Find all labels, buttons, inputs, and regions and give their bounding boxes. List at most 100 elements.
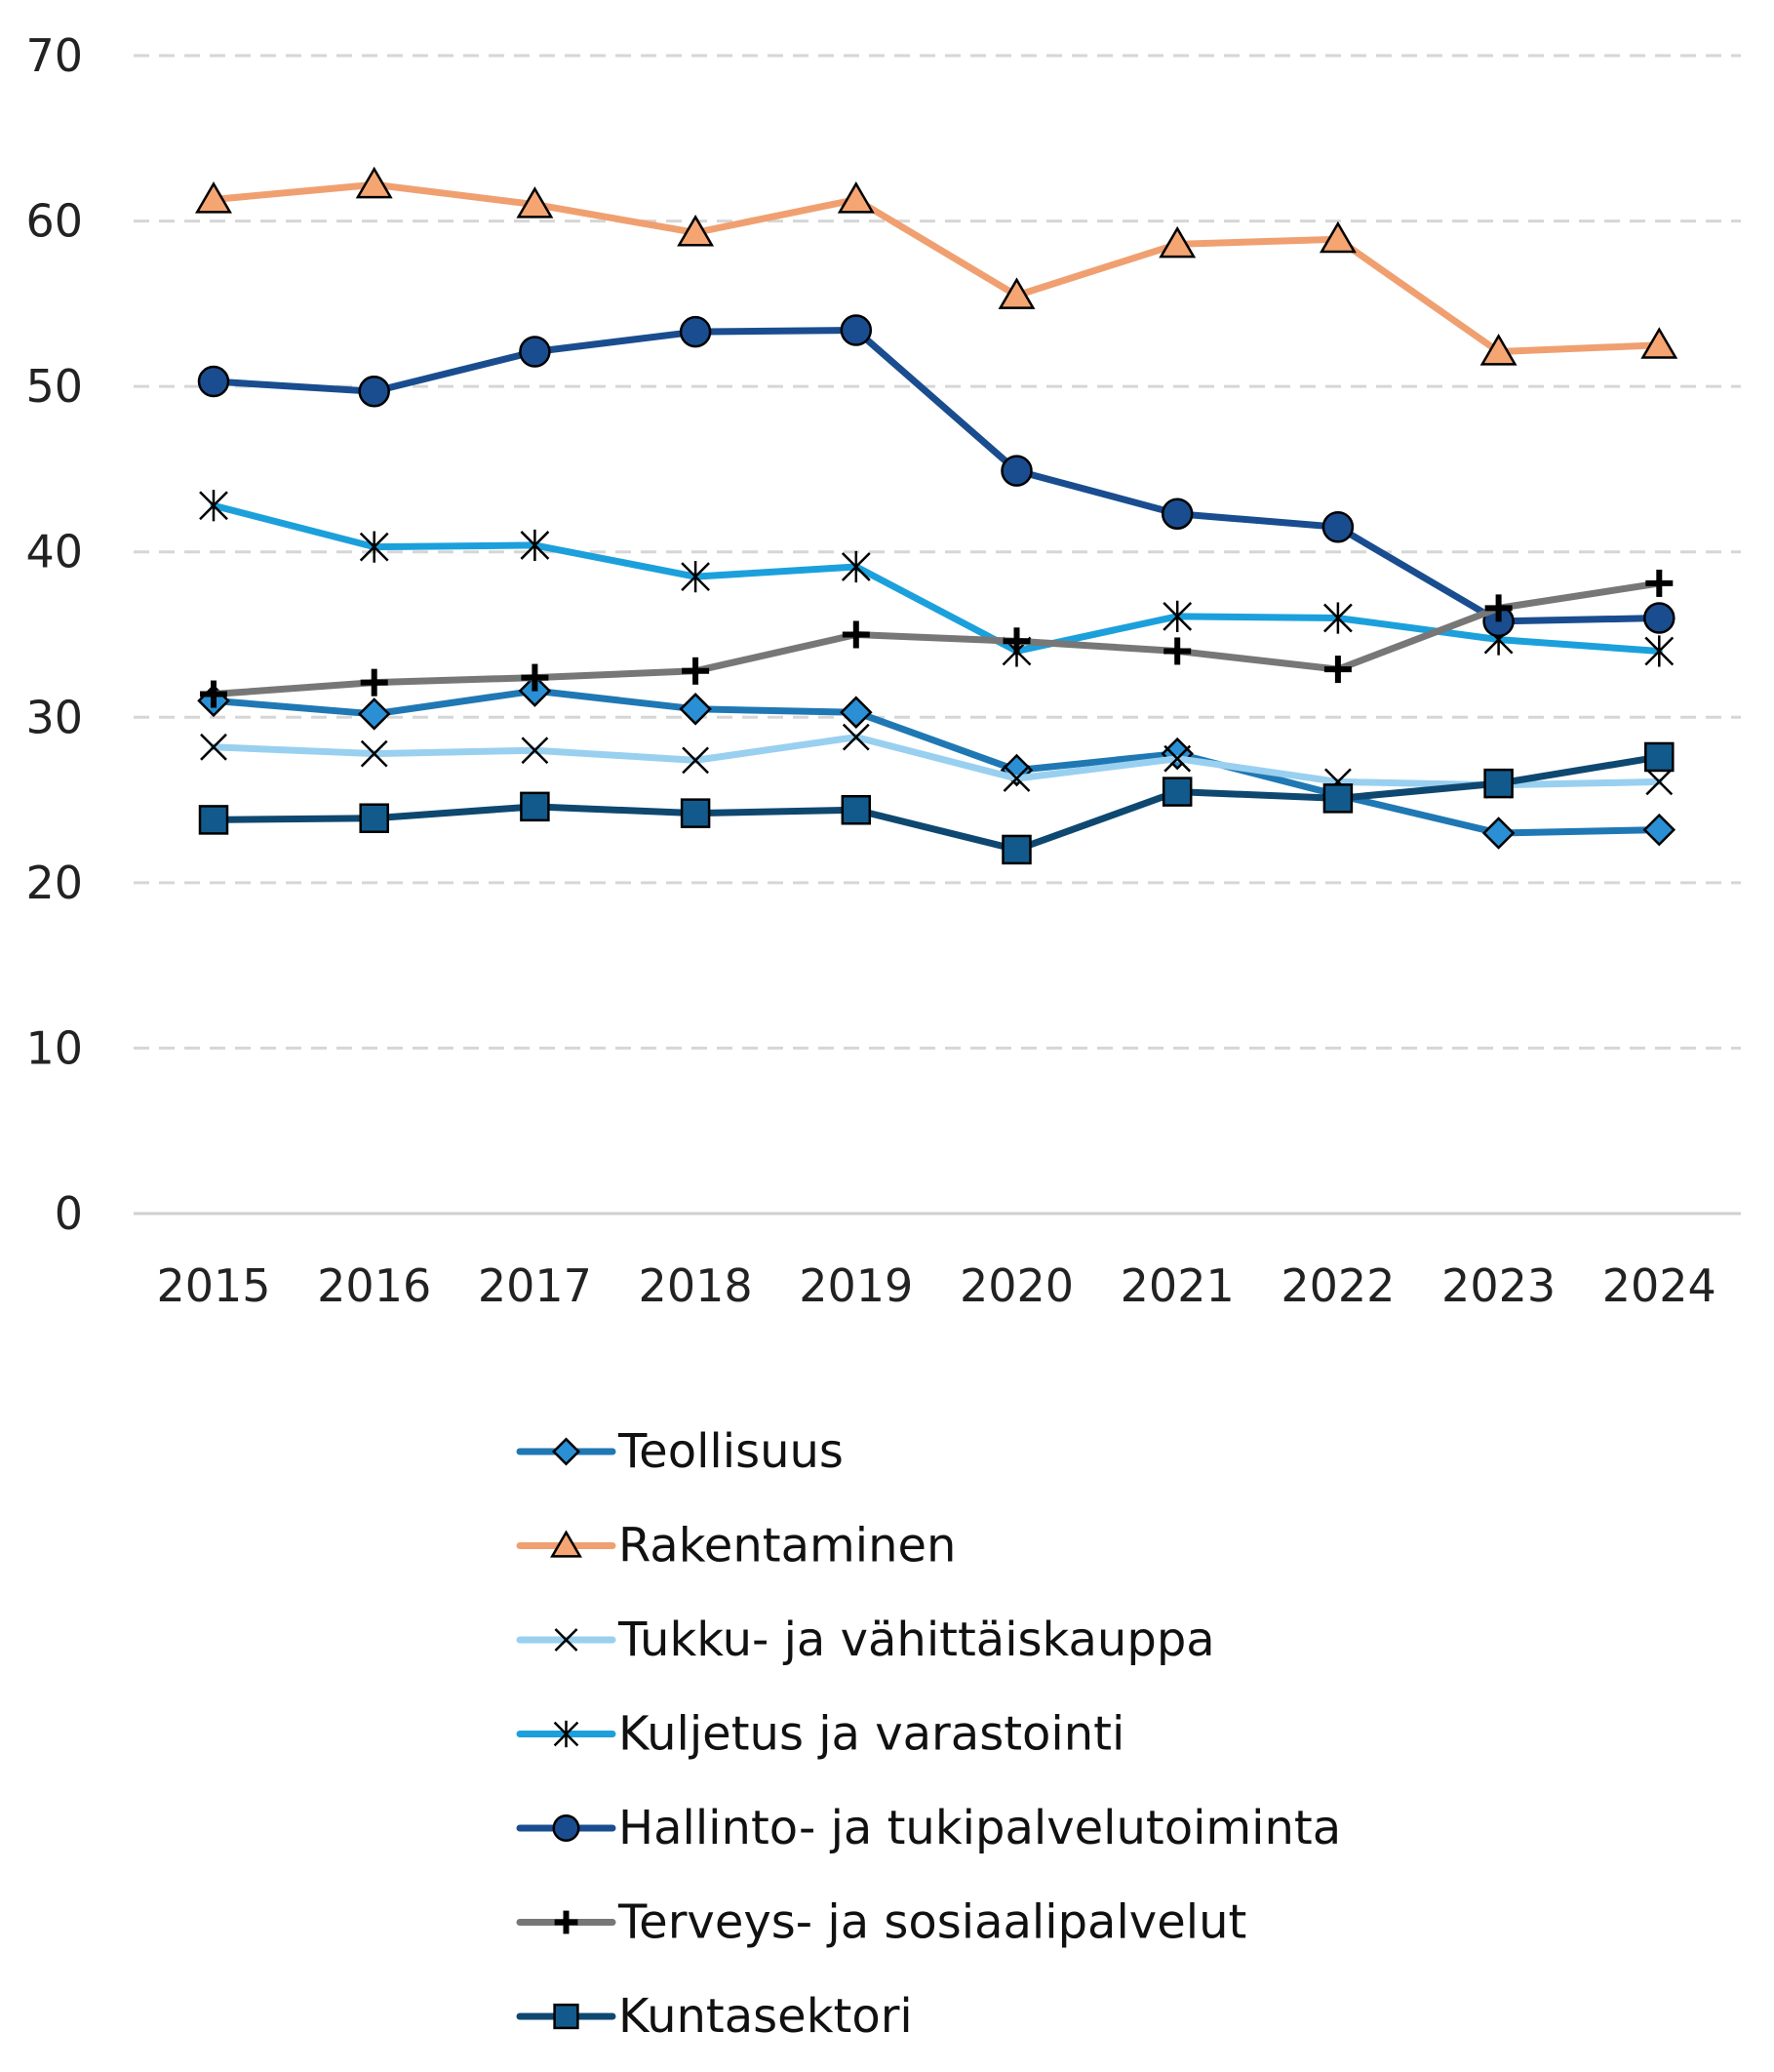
legend-marker xyxy=(553,2003,579,2030)
data-point xyxy=(1163,744,1192,773)
legend-item: Teollisuus xyxy=(516,1424,844,1479)
data-point xyxy=(200,680,227,708)
data-point xyxy=(1643,602,1675,634)
legend-marker xyxy=(552,1814,580,1842)
legend-label: Teollisuus xyxy=(617,1424,844,1479)
series-line xyxy=(210,753,1663,854)
data-point xyxy=(516,186,554,219)
legend-marker xyxy=(550,1530,582,1558)
data-point xyxy=(1323,656,1352,684)
data-point xyxy=(1645,569,1674,597)
series-5 xyxy=(200,569,1674,708)
data-point xyxy=(1642,813,1676,847)
y-tick-label: 70 xyxy=(25,29,83,82)
data-point xyxy=(360,739,388,768)
data-point xyxy=(360,668,388,697)
series-1 xyxy=(195,166,1678,366)
legend-item: Rakentaminen xyxy=(516,1519,956,1574)
data-point xyxy=(357,697,391,731)
data-point xyxy=(195,181,232,214)
data-point xyxy=(682,657,710,685)
data-point xyxy=(1001,455,1033,487)
data-point xyxy=(679,693,712,726)
x-tick-label: 2018 xyxy=(639,1259,753,1312)
y-tick-label: 10 xyxy=(25,1021,83,1074)
x-tick-label: 2016 xyxy=(317,1259,431,1312)
data-point xyxy=(1644,741,1675,773)
legend-item: Terveys- ja sosiaalipalvelut xyxy=(516,1895,1246,1950)
data-point xyxy=(842,620,870,649)
data-point xyxy=(1159,225,1197,259)
data-point xyxy=(998,277,1036,309)
legend: Teollisuus Rakentaminen Tukku- ja vähittäi… xyxy=(516,1424,1341,2044)
data-point xyxy=(1484,594,1513,622)
series-line xyxy=(210,180,1663,356)
series-line xyxy=(210,734,1663,789)
data-point xyxy=(355,166,393,199)
data-point xyxy=(198,805,229,835)
data-point xyxy=(837,181,875,214)
series-4 xyxy=(197,314,1675,638)
data-point xyxy=(1161,498,1194,530)
data-point xyxy=(1645,768,1674,796)
data-point xyxy=(359,531,389,563)
data-point xyxy=(1162,777,1193,807)
series-0 xyxy=(197,674,1676,850)
data-point xyxy=(1479,334,1518,366)
data-point xyxy=(842,723,870,751)
data-point xyxy=(677,214,715,247)
data-point xyxy=(680,798,711,828)
legend-marker xyxy=(553,1720,579,1748)
y-tick-label: 20 xyxy=(25,857,83,909)
data-point xyxy=(1163,637,1192,665)
data-point xyxy=(1640,327,1678,359)
legend-item: Kuntasektori xyxy=(516,1989,913,2044)
legend-item: Kuljetus ja varastointi xyxy=(516,1707,1124,1762)
series-line xyxy=(210,579,1663,698)
x-tick-label: 2015 xyxy=(156,1259,270,1312)
x-tick-label: 2023 xyxy=(1441,1259,1556,1312)
legend-marker xyxy=(551,1437,581,1466)
data-point xyxy=(520,529,550,562)
data-point xyxy=(679,315,712,348)
x-axis-ticks: 2015 2016 2017 2018 2019 2020 2021 2022 2023 2024 xyxy=(156,1259,1715,1312)
series-line xyxy=(210,687,1663,837)
x-tick-label: 2024 xyxy=(1602,1259,1716,1312)
data-point xyxy=(1161,737,1194,771)
data-point xyxy=(1163,600,1193,632)
legend-marker xyxy=(554,1628,578,1652)
data-point xyxy=(840,314,873,346)
data-point xyxy=(1003,765,1031,792)
data-point xyxy=(681,561,710,593)
y-tick-label: 60 xyxy=(25,195,83,248)
data-point xyxy=(358,375,390,408)
data-point xyxy=(1483,768,1514,799)
data-point xyxy=(1002,834,1032,865)
data-point xyxy=(1481,817,1516,850)
data-point xyxy=(1319,220,1357,254)
data-point xyxy=(1322,783,1354,814)
data-point xyxy=(1323,602,1353,634)
y-tick-label: 40 xyxy=(25,526,83,578)
x-tick-label: 2022 xyxy=(1281,1259,1395,1312)
legend-label: Tukku- ja vähittäiskauppa xyxy=(617,1613,1215,1667)
legend-marker xyxy=(554,1910,578,1934)
y-tick-label: 0 xyxy=(55,1187,83,1240)
x-tick-label: 2020 xyxy=(960,1259,1074,1312)
data-point xyxy=(519,336,551,368)
y-tick-label: 30 xyxy=(25,691,83,743)
legend-label: Hallinto- ja tukipalvelutoiminta xyxy=(618,1801,1341,1855)
data-point xyxy=(840,696,873,729)
data-point xyxy=(521,737,549,765)
data-point xyxy=(682,746,709,775)
legend-item: Tukku- ja vähittäiskauppa xyxy=(516,1613,1215,1667)
series-lines xyxy=(195,166,1678,865)
data-point xyxy=(197,365,230,398)
data-point xyxy=(199,490,228,522)
series-6 xyxy=(198,741,1675,865)
series-line xyxy=(210,501,1663,655)
data-point xyxy=(841,550,871,583)
data-point xyxy=(359,803,389,833)
data-point xyxy=(1003,627,1031,656)
